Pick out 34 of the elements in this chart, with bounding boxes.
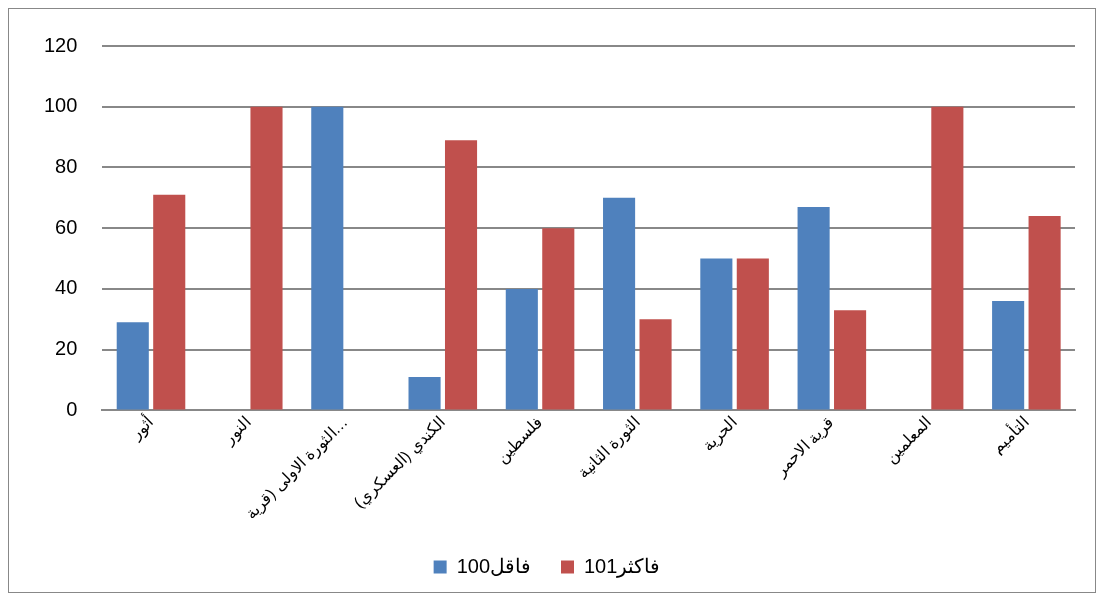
bar [505, 288, 538, 410]
bar [603, 197, 636, 410]
bar [736, 258, 769, 410]
y-tick-label: 120 [43, 33, 78, 56]
x-tick-label: فلسطين [492, 413, 546, 467]
x-tick-label: الكندي (العسكري) [350, 413, 449, 512]
y-tick-label: 60 [55, 215, 78, 238]
legend-label: 100فاقل [456, 554, 532, 577]
x-tick-label: الحرية [698, 413, 741, 456]
bar [116, 322, 149, 410]
y-tick-label: 20 [55, 337, 78, 360]
bar [311, 106, 344, 410]
x-tick-label: قرية الاحمر [771, 413, 838, 481]
bar [1028, 216, 1061, 410]
bar [797, 206, 830, 410]
bar [542, 228, 575, 410]
bar [408, 376, 441, 410]
x-tick-label: التأميم [986, 411, 1033, 458]
legend-label: 101فاكثر [584, 554, 661, 578]
bar [834, 310, 867, 410]
y-tick-label: 100 [43, 94, 78, 117]
x-tick-label: المعلمين [882, 413, 936, 467]
y-tick-label: 0 [66, 397, 78, 420]
bar [931, 106, 964, 410]
y-tick-label: 80 [55, 154, 78, 177]
bar [700, 258, 733, 410]
x-tick-label: الثورة الثانية [574, 413, 644, 483]
bar [992, 301, 1025, 410]
bar [639, 319, 672, 410]
bar [250, 106, 283, 410]
bar [444, 140, 478, 410]
bar [153, 194, 186, 410]
x-tick-label: أثور [125, 411, 157, 444]
y-tick-label: 40 [55, 276, 78, 299]
